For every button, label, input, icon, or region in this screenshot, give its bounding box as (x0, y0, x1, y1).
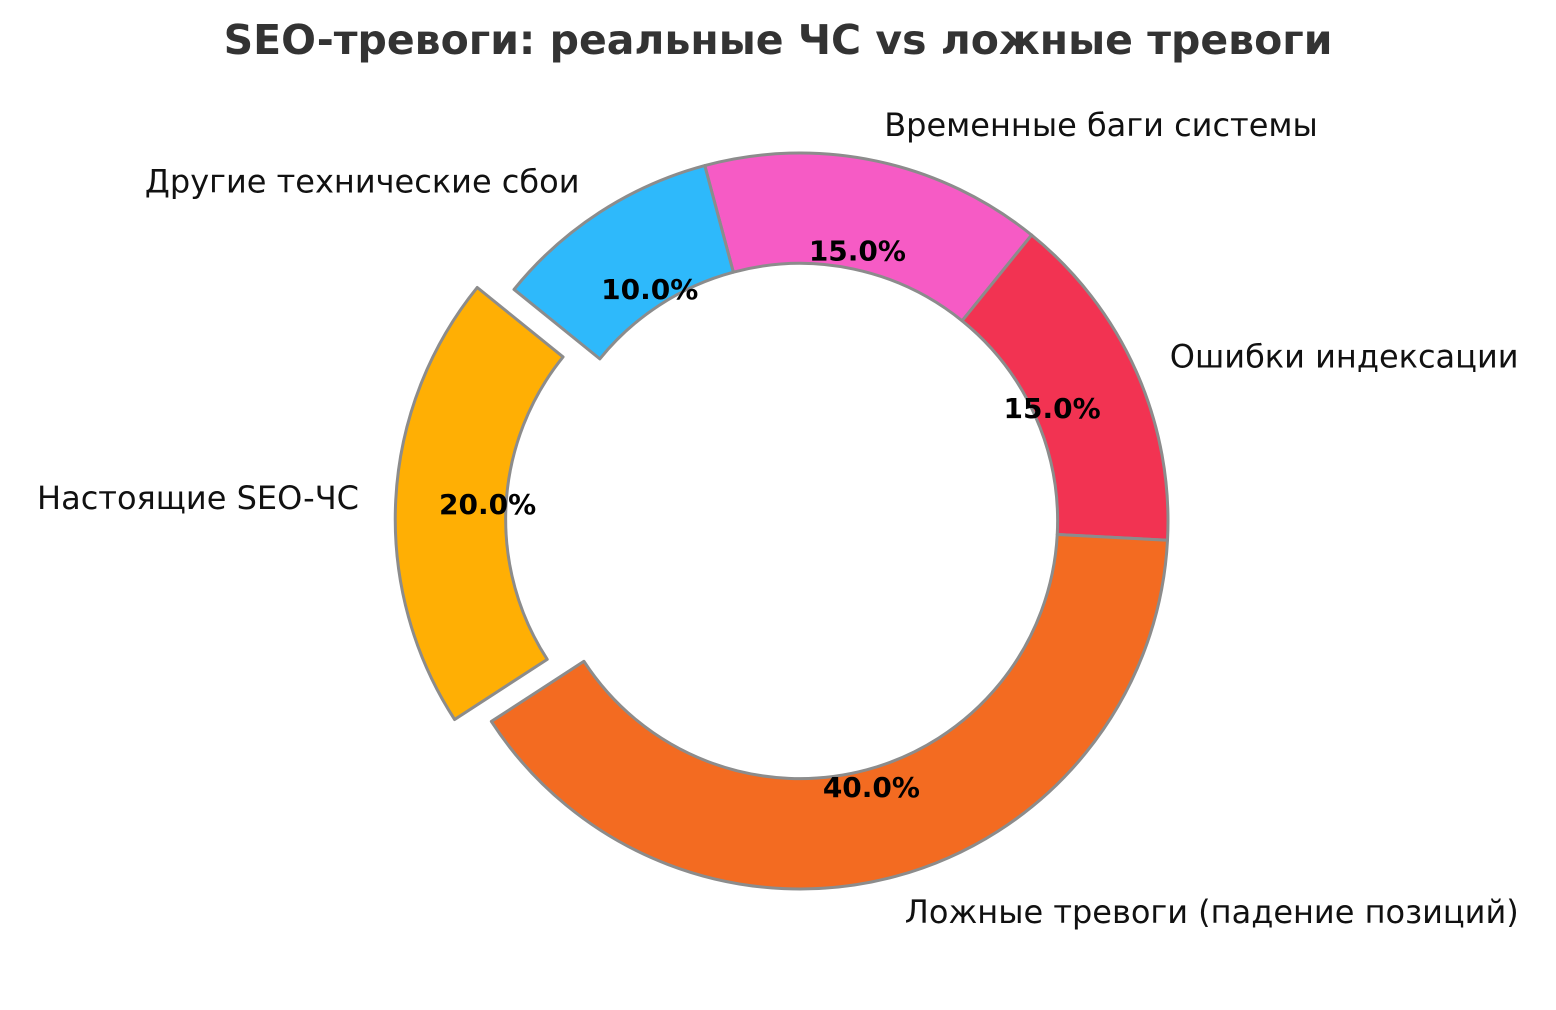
segment-pct-5: 10.0% (601, 273, 698, 306)
segment-label-1: Временные баги системы (884, 106, 1318, 144)
chart-title: SEO-тревоги: реальные ЧС vs ложные трево… (223, 16, 1333, 64)
pie-segment-5 (512, 164, 735, 361)
segment-label-3: Ложные тревоги (падение позиций) (905, 893, 1519, 931)
segment-pct-3: 40.0% (823, 771, 920, 804)
segment-label-5: Другие технические сбои (145, 163, 580, 201)
segment-pct-1: 15.0% (809, 235, 906, 268)
segment-label-2: Ошибки индексации (1170, 337, 1519, 375)
segment-pct-4: 20.0% (439, 488, 536, 521)
pie-segment-2 (960, 233, 1170, 542)
segment-label-4: Настоящие SEO-ЧС (37, 479, 359, 517)
pie-segment-4 (393, 285, 565, 721)
pie-segment-3 (489, 532, 1169, 891)
segment-pct-2: 15.0% (1004, 392, 1101, 425)
